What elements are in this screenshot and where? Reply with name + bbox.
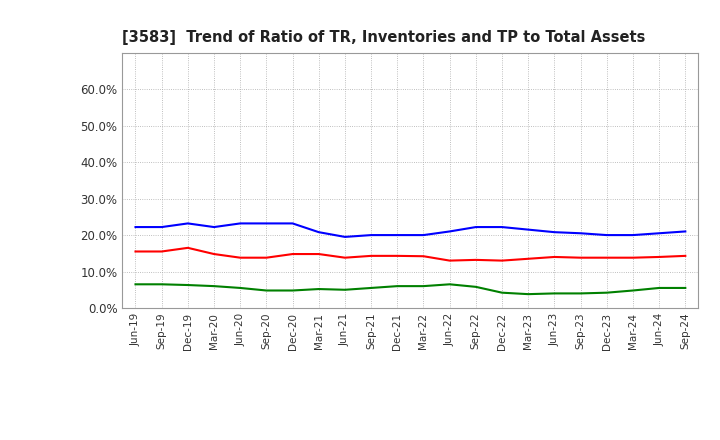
Inventories xyxy=(158,224,166,230)
Inventories xyxy=(366,232,375,238)
Trade Receivables xyxy=(184,245,192,250)
Line: Trade Payables: Trade Payables xyxy=(135,284,685,294)
Trade Receivables xyxy=(288,251,297,257)
Trade Payables xyxy=(236,285,245,290)
Inventories xyxy=(472,224,480,230)
Trade Receivables xyxy=(629,255,637,260)
Trade Receivables xyxy=(210,251,218,257)
Inventories xyxy=(498,224,506,230)
Inventories xyxy=(681,229,690,234)
Trade Payables xyxy=(498,290,506,295)
Line: Trade Receivables: Trade Receivables xyxy=(135,248,685,260)
Trade Payables xyxy=(576,291,585,296)
Trade Receivables xyxy=(472,257,480,263)
Trade Payables xyxy=(629,288,637,293)
Trade Receivables xyxy=(393,253,402,259)
Trade Payables xyxy=(654,285,663,290)
Trade Payables xyxy=(393,283,402,289)
Inventories xyxy=(315,230,323,235)
Trade Receivables xyxy=(603,255,611,260)
Line: Inventories: Inventories xyxy=(135,224,685,237)
Trade Receivables xyxy=(262,255,271,260)
Trade Payables xyxy=(681,285,690,290)
Inventories xyxy=(341,234,349,239)
Inventories xyxy=(393,232,402,238)
Trade Receivables xyxy=(498,258,506,263)
Trade Payables xyxy=(262,288,271,293)
Inventories xyxy=(550,230,559,235)
Trade Payables xyxy=(419,283,428,289)
Inventories xyxy=(210,224,218,230)
Inventories xyxy=(576,231,585,236)
Trade Payables xyxy=(341,287,349,293)
Trade Payables xyxy=(315,286,323,292)
Text: [3583]  Trend of Ratio of TR, Inventories and TP to Total Assets: [3583] Trend of Ratio of TR, Inventories… xyxy=(122,29,646,45)
Inventories xyxy=(419,232,428,238)
Inventories xyxy=(131,224,140,230)
Trade Payables xyxy=(446,282,454,287)
Trade Payables xyxy=(524,292,533,297)
Inventories xyxy=(288,221,297,226)
Trade Payables xyxy=(472,284,480,290)
Inventories xyxy=(236,221,245,226)
Trade Receivables xyxy=(654,254,663,260)
Trade Receivables xyxy=(524,256,533,261)
Inventories xyxy=(603,232,611,238)
Trade Receivables xyxy=(550,254,559,260)
Trade Receivables xyxy=(158,249,166,254)
Trade Receivables xyxy=(419,253,428,259)
Trade Payables xyxy=(603,290,611,295)
Trade Receivables xyxy=(576,255,585,260)
Trade Receivables xyxy=(681,253,690,259)
Trade Payables xyxy=(131,282,140,287)
Trade Payables xyxy=(550,291,559,296)
Inventories xyxy=(446,229,454,234)
Trade Payables xyxy=(158,282,166,287)
Trade Receivables xyxy=(341,255,349,260)
Inventories xyxy=(629,232,637,238)
Trade Payables xyxy=(184,282,192,288)
Trade Receivables xyxy=(366,253,375,259)
Trade Receivables xyxy=(131,249,140,254)
Trade Payables xyxy=(288,288,297,293)
Inventories xyxy=(262,221,271,226)
Inventories xyxy=(654,231,663,236)
Trade Receivables xyxy=(236,255,245,260)
Trade Payables xyxy=(366,285,375,290)
Trade Receivables xyxy=(315,251,323,257)
Trade Receivables xyxy=(446,258,454,263)
Inventories xyxy=(184,221,192,226)
Trade Payables xyxy=(210,283,218,289)
Inventories xyxy=(524,227,533,232)
